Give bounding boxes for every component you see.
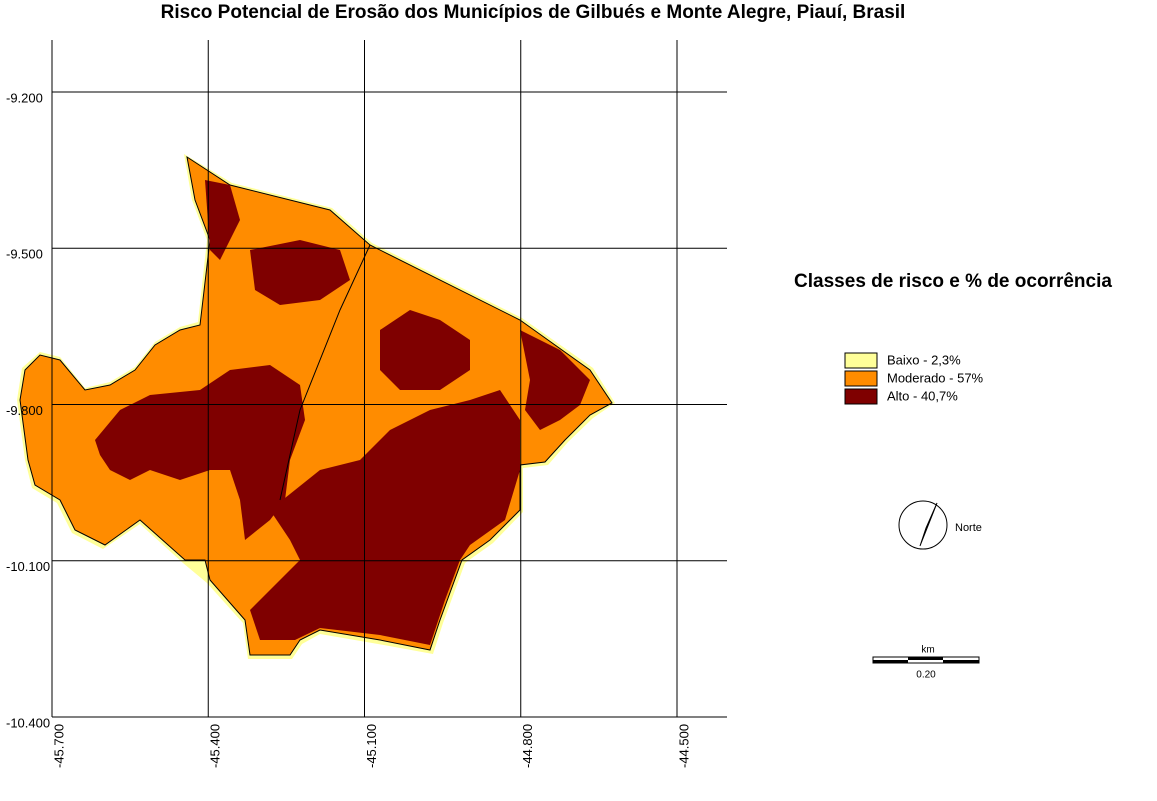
legend-swatch bbox=[844, 352, 878, 369]
scale-segment bbox=[873, 660, 908, 663]
graticule: -9.200 -9.500 -9.800 -10.100 -10.400-45.700 -… bbox=[6, 40, 727, 768]
legend-label: Alto - 40,7% bbox=[887, 388, 958, 403]
municipal-border bbox=[279, 244, 371, 501]
lon-tick-label: -44.500 bbox=[676, 724, 691, 768]
lon-tick-label: -44.800 bbox=[520, 724, 535, 768]
lat-tick-label: -9.500 bbox=[6, 247, 43, 262]
north-needle bbox=[919, 502, 938, 547]
lat-tick-label: -10.400 bbox=[6, 715, 50, 730]
scale-segment bbox=[908, 657, 943, 660]
high-risk-area bbox=[95, 180, 590, 645]
legend-label: Moderado - 57% bbox=[887, 370, 984, 385]
scale-segment bbox=[943, 660, 979, 663]
lon-tick-label: -45.100 bbox=[364, 724, 379, 768]
scale-label: 0.20 bbox=[916, 670, 936, 681]
scale-bar: km 0.20 bbox=[872, 645, 980, 681]
legend: Classes de risco e % de ocorrência Baixo… bbox=[794, 271, 1112, 405]
legend-label: Baixo - 2,3% bbox=[887, 352, 961, 367]
municipality-shape bbox=[17, 154, 615, 659]
lat-tick-label: -9.200 bbox=[6, 90, 43, 105]
scale-unit: km bbox=[921, 645, 934, 656]
north-arrow: Norte bbox=[898, 500, 982, 550]
legend-title: Classes de risco e % de ocorrência bbox=[794, 271, 1112, 292]
lat-tick-label: -9.800 bbox=[6, 403, 43, 418]
legend-swatch bbox=[844, 388, 878, 405]
map-title: Risco Potencial de Erosão dos Municípios… bbox=[161, 2, 906, 23]
legend-swatch bbox=[844, 370, 878, 387]
lon-tick-label: -45.700 bbox=[51, 724, 66, 768]
lat-tick-label: -10.100 bbox=[6, 559, 50, 574]
north-label: Norte bbox=[955, 522, 982, 534]
north-circle bbox=[898, 500, 948, 550]
legend-items: Baixo - 2,3% Moderado - 57% Alto - 40,7% bbox=[844, 352, 984, 405]
lon-tick-label: -45.400 bbox=[208, 724, 223, 768]
